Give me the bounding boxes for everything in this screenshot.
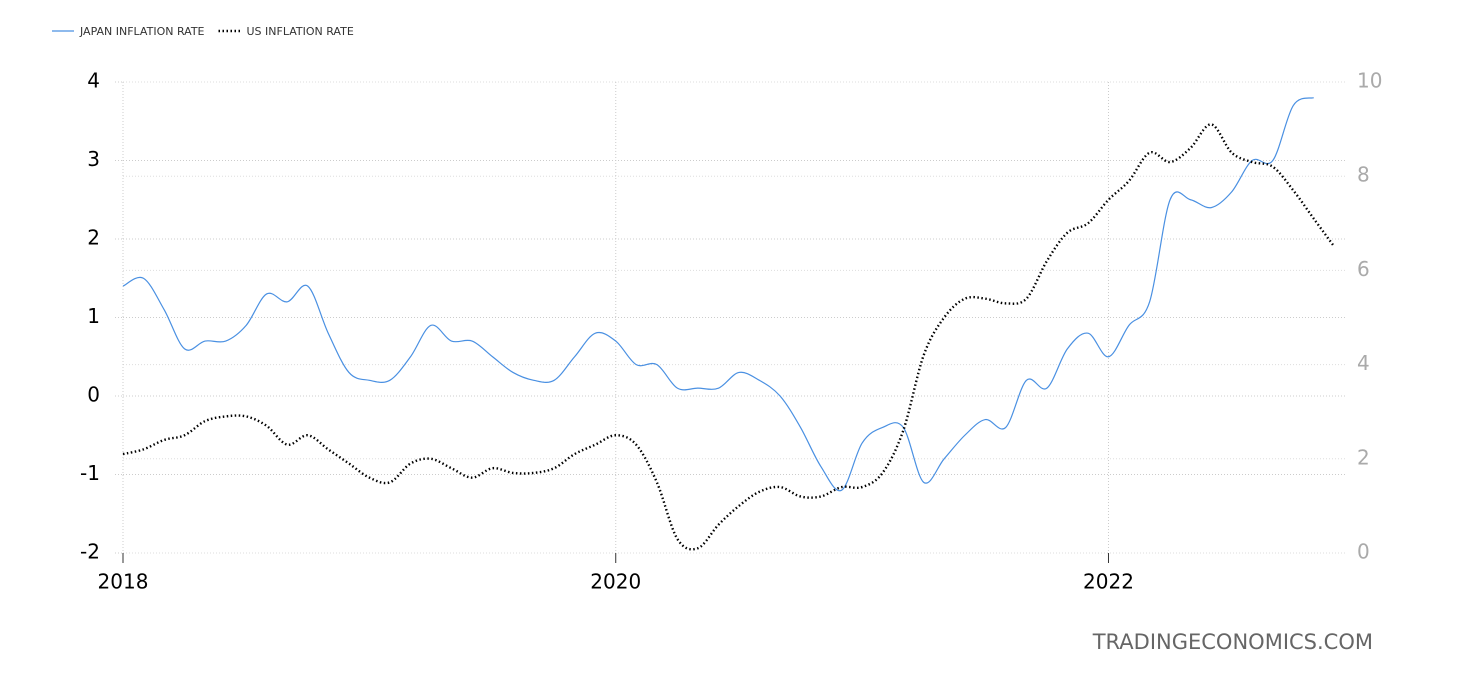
y-tick-label: -1: [80, 461, 100, 485]
y2-tick-label: 10: [1357, 69, 1382, 93]
legend-label: JAPAN INFLATION RATE: [79, 25, 205, 38]
y2-tick-label: 0: [1357, 540, 1370, 564]
x-tick-label: 2022: [1083, 570, 1134, 594]
x-tick-label: 2020: [590, 570, 641, 594]
y-tick-label: 2: [87, 226, 100, 250]
y2-tick-label: 6: [1357, 257, 1370, 281]
y-tick-label: 0: [87, 383, 100, 407]
y2-tick-label: 4: [1357, 351, 1370, 375]
y-tick-label: 1: [87, 304, 100, 328]
y-tick-label: 4: [87, 69, 100, 93]
watermark: TRADINGECONOMICS.COM: [1092, 630, 1373, 654]
y2-tick-label: 8: [1357, 163, 1370, 187]
y2-tick-label: 2: [1357, 445, 1370, 469]
legend-label: US INFLATION RATE: [247, 25, 354, 38]
y-tick-label: -2: [80, 540, 100, 564]
x-tick-label: 2018: [98, 570, 149, 594]
series-line: [122, 97, 1314, 492]
y-tick-label: 3: [87, 147, 100, 171]
series-line: [122, 123, 1336, 551]
